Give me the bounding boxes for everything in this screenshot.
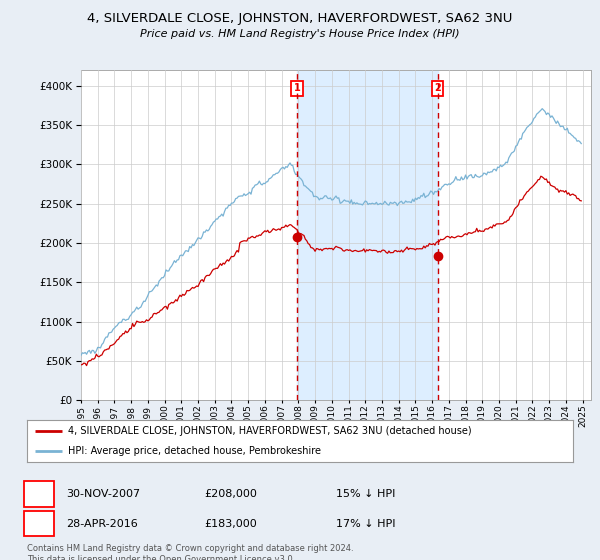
Bar	[297, 70, 437, 400]
Text: 4, SILVERDALE CLOSE, JOHNSTON, HAVERFORDWEST, SA62 3NU: 4, SILVERDALE CLOSE, JOHNSTON, HAVERFORD…	[88, 12, 512, 25]
Text: 1: 1	[293, 83, 301, 93]
Text: Price paid vs. HM Land Registry's House Price Index (HPI): Price paid vs. HM Land Registry's House …	[140, 29, 460, 39]
Text: £183,000: £183,000	[204, 519, 257, 529]
Text: 1: 1	[35, 489, 43, 499]
Text: £208,000: £208,000	[204, 489, 257, 499]
Text: 28-APR-2016: 28-APR-2016	[66, 519, 138, 529]
Text: 4, SILVERDALE CLOSE, JOHNSTON, HAVERFORDWEST, SA62 3NU (detached house): 4, SILVERDALE CLOSE, JOHNSTON, HAVERFORD…	[68, 426, 472, 436]
Text: 15% ↓ HPI: 15% ↓ HPI	[336, 489, 395, 499]
Text: 2: 2	[434, 83, 441, 93]
Text: 30-NOV-2007: 30-NOV-2007	[66, 489, 140, 499]
Text: 2: 2	[35, 519, 43, 529]
Text: Contains HM Land Registry data © Crown copyright and database right 2024.
This d: Contains HM Land Registry data © Crown c…	[27, 544, 353, 560]
Text: 17% ↓ HPI: 17% ↓ HPI	[336, 519, 395, 529]
Text: HPI: Average price, detached house, Pembrokeshire: HPI: Average price, detached house, Pemb…	[68, 446, 321, 456]
